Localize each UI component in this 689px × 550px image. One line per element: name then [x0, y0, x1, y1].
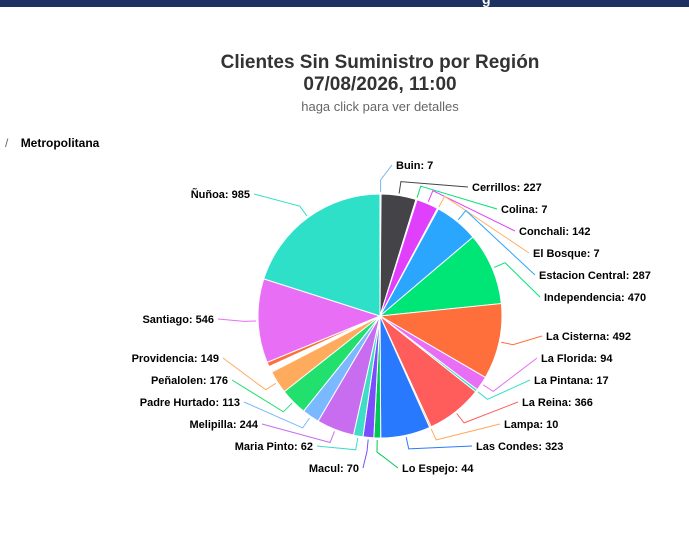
pie-slice-santiago[interactable]: [257, 278, 382, 363]
data-label[interactable]: Macul: 70: [309, 463, 359, 475]
leader-line: [416, 185, 498, 210]
data-label[interactable]: Padre Hurtado: 113: [140, 397, 240, 409]
chart-subtitle: haga click para ver detalles: [301, 99, 459, 114]
banner-glyph: g: [482, 0, 491, 7]
pie-labels: Buin: 7 Cerrillos: 227 Colina: 7 Conchali: …: [132, 160, 651, 475]
leader-line: [243, 401, 310, 429]
data-label[interactable]: Melipilla: 244: [190, 419, 259, 431]
leader-line: [456, 401, 519, 424]
leader-line: [398, 181, 469, 194]
data-label[interactable]: Ñuñoa: 985: [191, 188, 250, 201]
leader-line: [231, 379, 293, 413]
leader-line: [376, 439, 399, 469]
data-label[interactable]: Cerrillos: 227: [472, 182, 542, 194]
leader-line: [405, 437, 473, 450]
breadcrumb-separator: /: [5, 136, 9, 150]
chart-title-datetime: 07/08/2026, 11:00: [303, 74, 457, 95]
data-label[interactable]: Independencia: 470: [544, 292, 646, 304]
leader-line: [222, 357, 277, 391]
pie-slice-ñuñoa[interactable]: [263, 193, 381, 317]
leader-line: [457, 209, 536, 276]
leader-line: [380, 164, 393, 192]
data-label[interactable]: Colina: 7: [501, 204, 547, 216]
data-label[interactable]: Santiago: 546: [142, 314, 214, 326]
leader-line: [430, 423, 501, 441]
leader-line: [482, 357, 538, 393]
top-banner: g: [0, 0, 689, 7]
data-label[interactable]: Maria Pinto: 62: [235, 441, 313, 453]
data-label[interactable]: Las Condes: 323: [476, 441, 563, 453]
data-label[interactable]: La Florida: 94: [541, 353, 613, 365]
data-label[interactable]: La Reina: 366: [522, 397, 593, 409]
leader-line: [477, 379, 531, 400]
data-label[interactable]: La Pintana: 17: [534, 375, 609, 387]
data-label[interactable]: Lo Espejo: 44: [402, 463, 474, 475]
chart-title: Clientes Sin Suministro por Región 07/08…: [0, 52, 689, 96]
data-label[interactable]: Providencia: 149: [132, 353, 219, 365]
breadcrumb: / Metropolitana: [5, 136, 99, 150]
data-label[interactable]: El Bosque: 7: [533, 248, 600, 260]
chart-title-main: Clientes Sin Suministro por Región: [220, 52, 540, 73]
pie-slices: [257, 193, 503, 439]
pie-leader-lines: [217, 164, 543, 469]
leader-line: [427, 190, 516, 232]
pie-slice-la-cisterna[interactable]: [378, 303, 503, 379]
leader-line: [493, 262, 541, 298]
leader-line: [362, 439, 369, 469]
data-label[interactable]: Conchali: 142: [519, 226, 591, 238]
data-label[interactable]: Buin: 7: [396, 160, 433, 172]
leader-line: [501, 335, 543, 346]
breadcrumb-current-region: Metropolitana: [20, 136, 100, 150]
data-label[interactable]: Estacion Central: 287: [539, 270, 651, 282]
data-label[interactable]: Lampa: 10: [504, 419, 558, 431]
data-label[interactable]: La Cisterna: 492: [546, 331, 631, 343]
leader-line: [438, 195, 530, 254]
leader-line: [217, 318, 257, 322]
leader-line: [316, 437, 359, 451]
leader-line: [253, 193, 308, 217]
leader-line: [261, 423, 335, 444]
data-label[interactable]: Peñalolen: 176: [151, 375, 228, 387]
